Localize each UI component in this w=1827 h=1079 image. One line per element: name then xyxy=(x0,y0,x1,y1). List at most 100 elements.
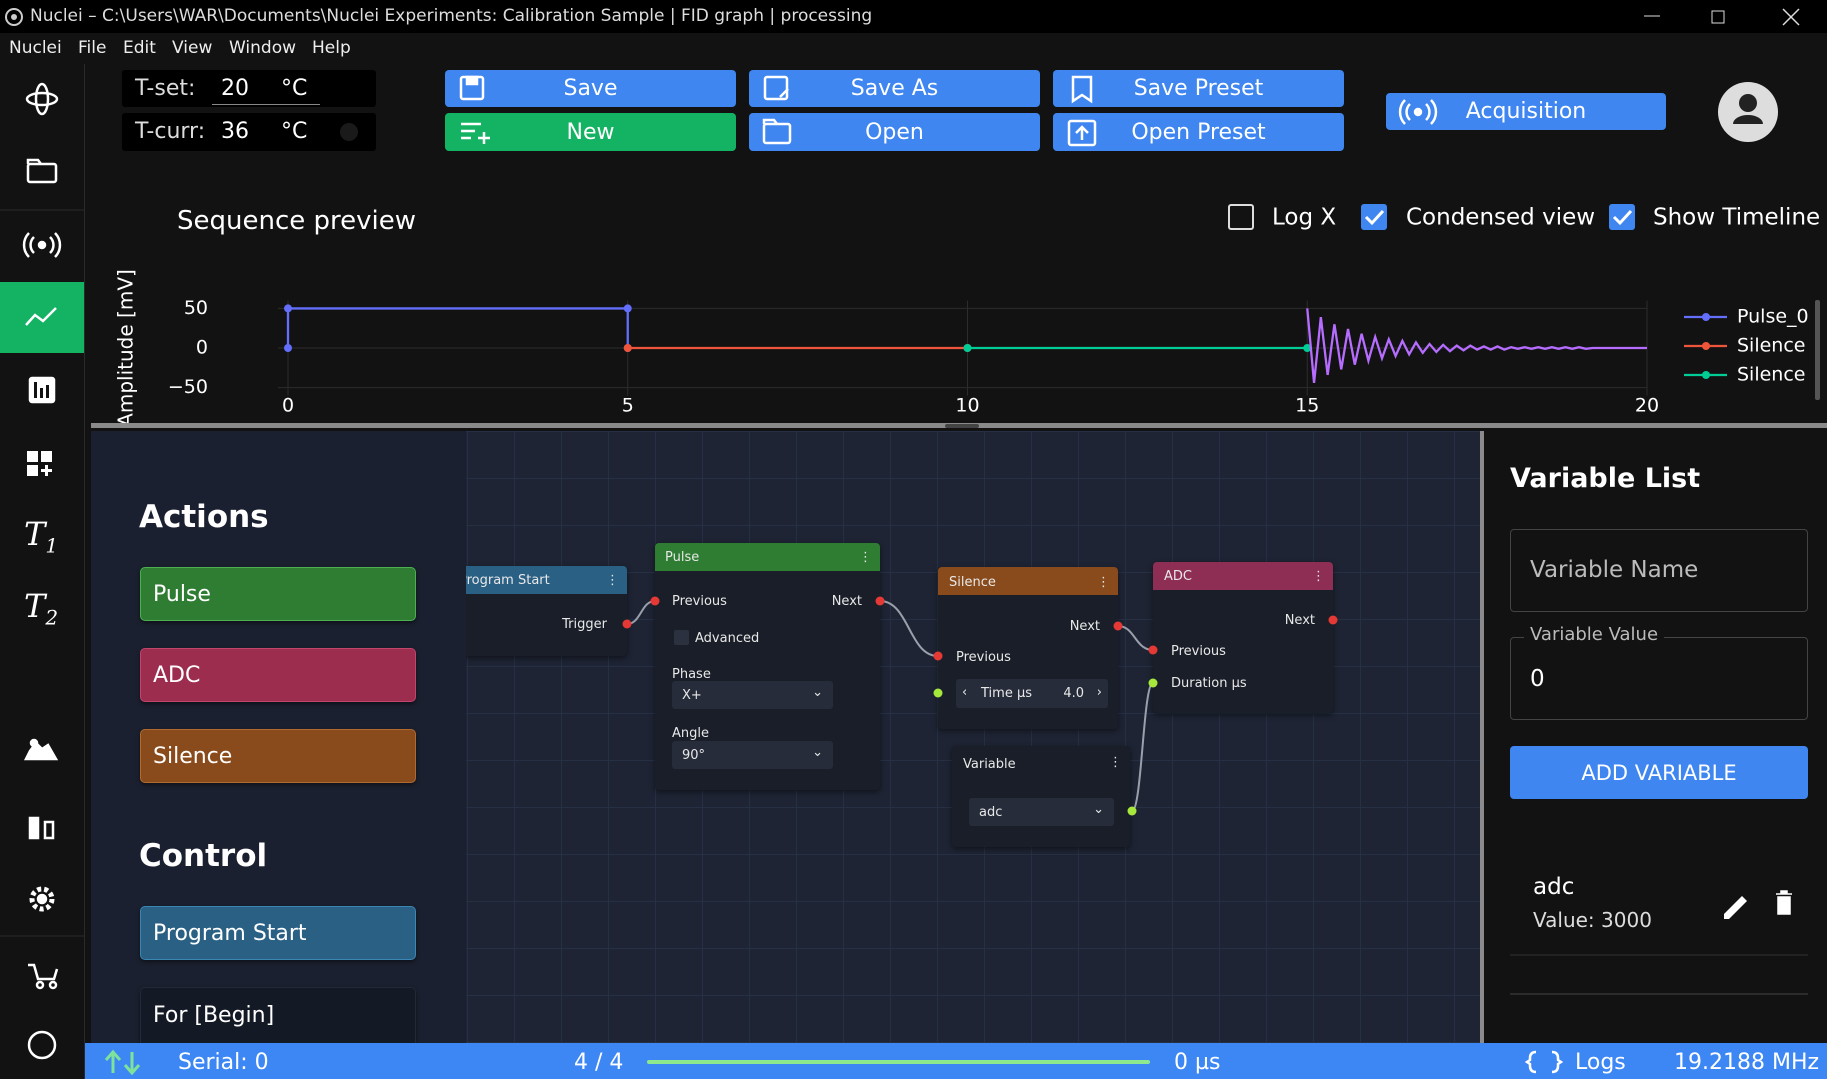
checkbox-checked[interactable] xyxy=(1609,204,1635,230)
logs-button[interactable]: Logs xyxy=(1575,1050,1626,1075)
variable-name-input[interactable] xyxy=(1510,529,1808,612)
save-button[interactable]: Save xyxy=(445,70,736,107)
t2-main: T xyxy=(24,587,46,625)
checkbox[interactable] xyxy=(674,630,689,645)
actions-heading: Actions xyxy=(139,499,269,535)
menu-item[interactable]: View xyxy=(172,38,213,58)
node-menu[interactable]: ⋮ xyxy=(1097,575,1110,590)
select[interactable]: adc ⌄ xyxy=(969,798,1114,826)
menu-item[interactable]: File xyxy=(78,38,107,58)
stepper-increment[interactable]: › xyxy=(1096,685,1102,700)
point xyxy=(284,344,292,352)
t2-sub: 2 xyxy=(45,605,59,630)
stepper-label: Time µs xyxy=(981,686,1032,701)
variable-value-input[interactable] xyxy=(1510,637,1808,720)
add-variable-label: ADD VARIABLE xyxy=(1581,760,1737,785)
elapsed-time: 0 µs xyxy=(1174,1050,1221,1075)
y-tick-label: 0 xyxy=(196,337,208,359)
sidebar-icons[interactable] xyxy=(0,0,85,1079)
status-bar xyxy=(85,1043,1827,1079)
x-tick-label: 20 xyxy=(1635,395,1659,417)
control-for-begin[interactable]: For [Begin] xyxy=(140,987,416,1043)
progress-count: 4 / 4 xyxy=(574,1050,624,1075)
legend-dot xyxy=(1702,371,1710,379)
control-program-start[interactable]: Program Start xyxy=(140,906,416,960)
chevron: ⌄ xyxy=(812,745,823,760)
toolbar-icons xyxy=(459,75,1778,147)
field-label: Angle xyxy=(672,726,709,741)
new-button[interactable]: New xyxy=(445,113,736,151)
node-silence[interactable]: Silence ⋮ Next Previous ‹ Time µs 4.0 › xyxy=(938,567,1118,729)
frequency: 19.2188 MHz xyxy=(1674,1050,1820,1075)
node-menu[interactable]: ⋮ xyxy=(606,573,619,588)
select[interactable]: X+ ⌄ xyxy=(672,681,833,709)
open-button[interactable]: Open xyxy=(749,113,1040,151)
checkmark xyxy=(1364,209,1385,226)
open-preset-button[interactable]: Open Preset xyxy=(1053,113,1344,151)
legend-dot xyxy=(1702,313,1710,321)
tcurr-box xyxy=(122,113,376,151)
select[interactable]: 90° ⌄ xyxy=(672,741,833,769)
variable-value-label: Variable Value xyxy=(1524,626,1665,644)
option-label: Condensed view xyxy=(1406,205,1595,231)
node-title: ADC xyxy=(1164,569,1192,584)
menu-item[interactable]: Edit xyxy=(123,38,156,58)
node-menu[interactable]: ⋮ xyxy=(1109,755,1122,770)
node-variable[interactable]: Variable ⋮ adc ⌄ xyxy=(952,746,1130,847)
menu-item[interactable]: Help xyxy=(312,38,351,58)
option-label: Show Timeline xyxy=(1653,205,1820,231)
sidebar-active[interactable] xyxy=(0,282,84,353)
port-label: Duration µs xyxy=(1171,676,1247,691)
node-program-start[interactable]: Program Start Trigger ⋮ xyxy=(449,566,627,656)
point xyxy=(284,304,292,313)
save-as-button[interactable]: Save As xyxy=(749,70,1040,107)
stepper-value: 4.0 xyxy=(1063,686,1084,701)
variable-name-placeholder: Variable Name xyxy=(1530,557,1699,583)
port-label: Previous xyxy=(956,650,1011,665)
save-label: Save xyxy=(563,76,618,101)
port-label: Next xyxy=(1284,613,1315,628)
open-preset-label: Open Preset xyxy=(1131,119,1266,145)
menu-item[interactable]: Window xyxy=(229,38,297,58)
checkbox-checked[interactable] xyxy=(1361,204,1387,230)
new-label: New xyxy=(566,119,615,145)
menu-item[interactable]: Nuclei xyxy=(9,38,62,58)
menu-bar xyxy=(0,33,1827,64)
option-label: Log X xyxy=(1272,205,1336,231)
node-pulse[interactable]: Pulse ⋮ Previous Next Advanced Phase X+ ⌄… xyxy=(655,543,880,790)
node-menu[interactable]: ⋮ xyxy=(859,550,872,565)
variable-item-name: adc xyxy=(1533,874,1575,900)
action-adc[interactable]: ADC xyxy=(140,648,416,702)
control-label: For [Begin] xyxy=(153,1003,275,1028)
window-controls[interactable] xyxy=(0,0,1827,33)
serial-status: Serial: 0 xyxy=(178,1050,269,1075)
sequence-chart: Log X Condensed view Show Timeline Amplitud… xyxy=(114,204,1820,427)
stepper-decrement[interactable]: ‹ xyxy=(962,685,968,700)
panel-divider[interactable] xyxy=(1480,431,1484,1043)
action-pulse[interactable]: Pulse xyxy=(140,567,416,621)
tset-value[interactable]: 20 xyxy=(221,76,249,101)
scrollbar[interactable] xyxy=(1815,300,1820,400)
x-tick-label: 15 xyxy=(1295,395,1319,417)
checkbox-label: Advanced xyxy=(695,631,760,646)
window-title: Nuclei – C:\Users\WAR\Documents\Nuclei E… xyxy=(30,6,873,26)
node-menu[interactable]: ⋮ xyxy=(1312,569,1325,584)
checkbox[interactable] xyxy=(1228,204,1254,230)
field-label: Phase xyxy=(672,667,711,682)
legend-dot xyxy=(1702,342,1710,350)
x-tick-label: 5 xyxy=(622,395,634,417)
add-variable-button[interactable]: ADD VARIABLE xyxy=(1510,746,1808,799)
legend-label: Pulse_0 xyxy=(1737,306,1809,328)
t1-icon[interactable]: T1 xyxy=(24,518,58,555)
tset-underline xyxy=(212,104,320,105)
t2-icon[interactable]: T2 xyxy=(24,590,58,627)
action-silence[interactable]: Silence xyxy=(140,729,416,783)
node-header xyxy=(449,566,627,594)
stepper[interactable]: ‹ Time µs 4.0 › xyxy=(956,679,1108,708)
splitter-handle[interactable] xyxy=(945,424,979,428)
point xyxy=(1303,344,1312,352)
select-value: 90° xyxy=(682,748,706,763)
node-header xyxy=(938,567,1118,595)
node-adc[interactable]: ADC ⋮ Next Previous Duration µs xyxy=(1153,562,1333,713)
save-preset-button[interactable]: Save Preset xyxy=(1053,70,1344,107)
